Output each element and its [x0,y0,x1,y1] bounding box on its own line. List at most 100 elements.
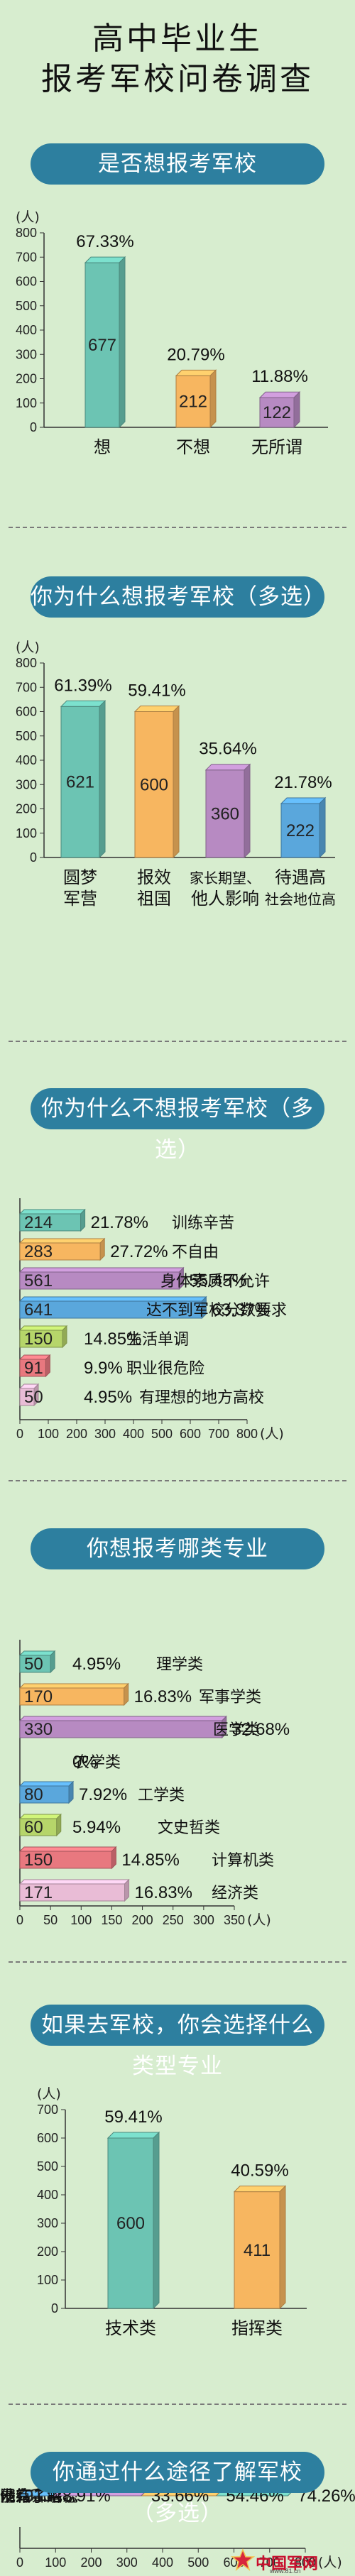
bar-percent-label: 4.95% [84,1388,132,1407]
bar-side-2 [293,391,300,429]
bar-percent-label: 59.41% [128,681,185,701]
bar-side-0 [119,256,126,429]
y-tick-label: 400 [16,753,37,767]
y-tick-label: 300 [16,347,37,361]
bar-value-label: 80 [24,1785,43,1804]
category-label: 圆梦 [63,867,97,887]
bar-value-label: 411 [244,2241,271,2260]
y-tick-label: 800 [16,656,37,670]
logo-text: 中国军网 [256,2555,319,2573]
y-tick-label: 600 [16,705,37,719]
x-tick-label: 400 [123,1427,144,1441]
bar-side-0 [153,2131,160,2310]
bar-percent-label: 21.78% [274,773,332,792]
bar-value-label: 330 [24,1720,53,1739]
bar-2 [19,1720,223,1738]
bar-value-label: 60 [24,1818,43,1837]
bar-1 [175,375,211,428]
category-label: 经济类 [212,1885,258,1902]
y-tick-label: 700 [16,250,37,264]
bar-percent-label: 27.72% [110,1242,168,1261]
bar-2 [19,1271,180,1290]
x-tick-label: 500 [187,2555,209,2570]
bar-value-label: 50 [24,1388,43,1407]
bar-value-label: 600 [140,775,168,794]
category-label: 军事学类 [199,1689,261,1706]
bar-side-2 [222,1715,227,1739]
x-tick-label: 200 [66,1427,87,1441]
section-title-military-major: 如果去军校，你会选择什么类型专业 [31,2005,324,2079]
bar-value-label: 641 [24,1300,53,1320]
logo-url: www.81.cn [270,2567,301,2575]
bar-side-0 [99,700,106,859]
bar-3 [19,1300,202,1319]
y-tick-label: 400 [16,323,37,337]
bar-top-0 [84,256,126,263]
bar-percent-label: 67.33% [76,232,133,251]
y-tick-label: 500 [16,729,37,743]
category-label: 不想 [176,437,210,457]
category-label: 职业很危险 [126,1360,204,1378]
bar-value-label: 621 [66,773,94,792]
x-axis-unit: (人) [318,2555,342,2570]
category-label: 军营 [63,889,97,909]
category-label: 计算机类 [212,1852,274,1870]
bar-0 [107,2137,154,2309]
y-axis-unit: (人) [37,2086,61,2102]
bar-percent-label: 55.45% [189,1271,246,1290]
y-tick-label: 700 [16,680,37,694]
x-tick-label: 600 [180,1427,201,1441]
bar-side-1 [99,1237,105,1261]
x-tick-label: 0 [16,1913,23,1927]
y-tick-label: 400 [37,2188,58,2202]
bar-percent-label: 40.59% [231,2161,288,2181]
x-tick-label: 50 [43,1913,58,1927]
x-tick-label: 800 [236,1427,258,1441]
x-tick-label: 400 [152,2555,173,2570]
bar-percent-label: 7.92% [79,1785,127,1804]
bar-percent-label: 35.64% [199,740,256,759]
bar-value-label: 561 [24,1271,53,1290]
y-tick-label: 500 [16,299,37,313]
bar-percent-label: 59.41% [104,2108,162,2127]
bar-top-2 [204,764,251,771]
bar-value-label: 50 [24,1655,43,1674]
section-title-want-apply: 是否想报考军校 [31,143,324,185]
x-tick-label: 300 [94,1427,116,1441]
bar-value-label: 600 [116,2214,145,2233]
x-tick-label: 0 [16,1427,23,1441]
category-label: 达不到军校分数要求 [146,1302,287,1320]
page-title-line-2: 报考军校问卷调查 [41,61,314,97]
bar-percent-label: 11.88% [251,367,308,386]
bar-side-6 [111,1846,116,1870]
y-tick-label: 0 [30,420,37,434]
y-tick-label: 800 [16,226,37,240]
y-tick-label: 100 [37,2273,58,2287]
bar-side-1 [279,2185,286,2310]
y-tick-label: 600 [16,275,37,289]
x-tick-label: 700 [259,2555,280,2570]
bar-top-3 [280,797,327,804]
bar-side-3 [201,1295,207,1320]
category-label: 工学类 [138,1787,185,1804]
x-tick-label: 100 [45,2555,66,2570]
bar-percent-label: 32.68% [232,1720,290,1739]
y-tick-label: 0 [30,850,37,865]
bar-percent-label: 0% [72,1753,97,1772]
bar-value-label: 122 [263,403,291,422]
x-tick-label: 300 [116,2555,138,2570]
bar-value-label: 170 [24,1687,53,1706]
bar-side-2 [178,1266,184,1290]
bar-top-0 [60,700,106,707]
section-title-major-type: 你想报考哪类专业 [31,1528,324,1569]
y-tick-label: 100 [16,396,37,410]
category-label: 技术类 [105,2318,156,2338]
x-tick-label: 700 [208,1427,229,1441]
y-tick-label: 200 [16,372,37,386]
x-tick-label: 250 [163,1913,184,1927]
section-divider [9,1961,346,1963]
bar-value-label: 91 [24,1359,43,1378]
y-tick-label: 300 [16,777,37,791]
x-tick-label: 150 [101,1913,122,1927]
y-tick-label: 600 [37,2131,58,2145]
